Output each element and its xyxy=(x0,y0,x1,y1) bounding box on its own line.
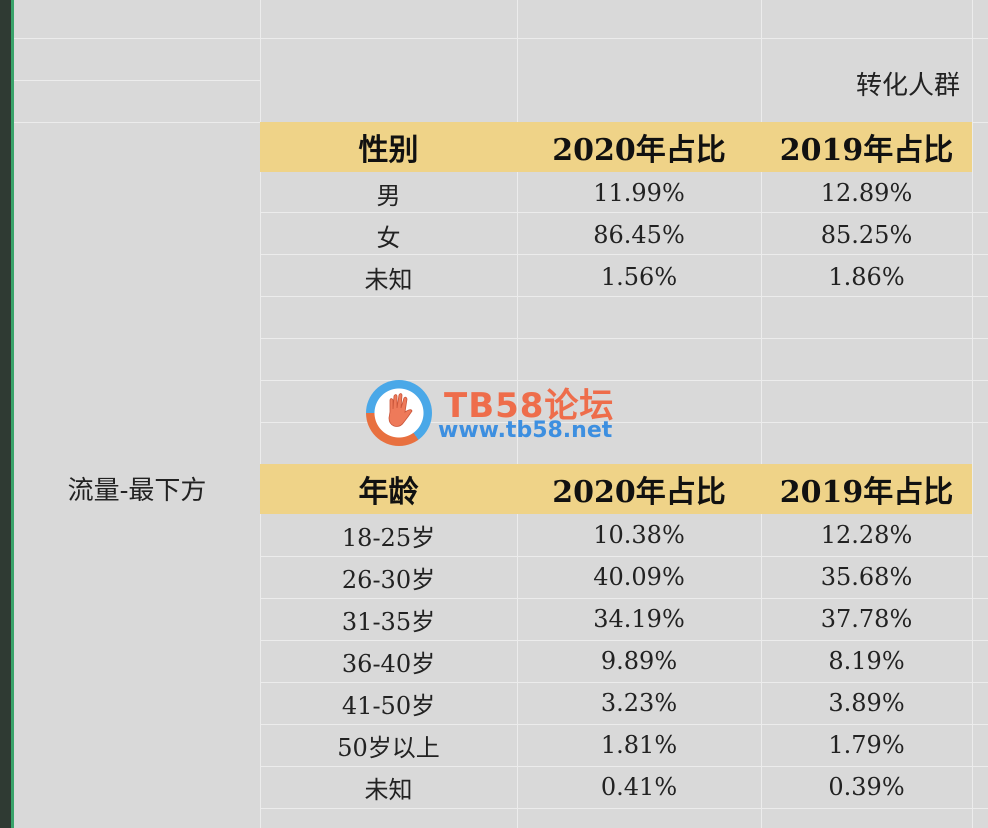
gridline xyxy=(260,212,988,213)
gridline xyxy=(260,598,988,599)
gridline xyxy=(260,0,261,828)
cell-2020[interactable]: 9.89% xyxy=(600,647,678,675)
gridline xyxy=(260,682,988,683)
cell-2020[interactable]: 40.09% xyxy=(593,563,685,591)
cell-2020[interactable]: 1.56% xyxy=(600,263,678,291)
table-row: 未知 0.41% 0.39% xyxy=(260,766,972,808)
gender-table-header: 性别 2020年占比 2019年占比 xyxy=(260,122,972,172)
table-row: 男 11.99% 12.89% xyxy=(260,172,972,214)
cell-2019[interactable]: 85.25% xyxy=(820,221,913,249)
gridline xyxy=(260,380,988,381)
header-cell-2020[interactable]: 2020年占比 xyxy=(552,475,726,510)
window-edge xyxy=(0,0,14,828)
gridline xyxy=(260,766,988,767)
side-label: 流量-最下方 xyxy=(67,475,207,506)
gridline xyxy=(260,724,988,725)
header-cell-2019[interactable]: 2019年占比 xyxy=(779,475,954,510)
gridline xyxy=(260,254,988,255)
gridline xyxy=(260,422,988,423)
cell-2019[interactable]: 37.78% xyxy=(820,605,913,633)
cell-2019[interactable]: 12.28% xyxy=(820,521,913,549)
cell-2019[interactable]: 1.79% xyxy=(828,731,905,759)
gridline xyxy=(761,0,762,828)
cell-age[interactable]: 41-50岁 xyxy=(341,691,436,720)
gridline xyxy=(14,80,260,81)
section-title: 转化人群 xyxy=(855,70,960,101)
cell-2019[interactable]: 0.39% xyxy=(828,773,905,801)
gridline xyxy=(260,640,988,641)
cell-2020[interactable]: 34.19% xyxy=(593,605,685,633)
cell-2020[interactable]: 10.38% xyxy=(593,521,685,549)
cell-2020[interactable]: 3.23% xyxy=(600,689,678,717)
cell-gender[interactable]: 女 xyxy=(376,223,401,252)
table-row: 26-30岁 40.09% 35.68% xyxy=(260,556,972,598)
cell-2020[interactable]: 1.81% xyxy=(600,731,678,759)
watermark: TB58论坛 www.tb58.net xyxy=(366,378,626,446)
cell-2020[interactable]: 0.41% xyxy=(600,773,678,801)
cell-age[interactable]: 未知 xyxy=(364,775,413,804)
cell-age[interactable]: 36-40岁 xyxy=(341,649,436,678)
gridline xyxy=(14,38,988,39)
table-row: 女 86.45% 85.25% xyxy=(260,214,972,256)
cell-age[interactable]: 26-30岁 xyxy=(341,565,436,594)
table-row: 18-25岁 10.38% 12.28% xyxy=(260,514,972,556)
cell-gender[interactable]: 男 xyxy=(376,181,401,210)
cell-2019[interactable]: 35.68% xyxy=(820,563,913,591)
cell-2019[interactable]: 8.19% xyxy=(828,647,905,675)
cell-2019[interactable]: 12.89% xyxy=(820,179,913,207)
header-cell-2020[interactable]: 2020年占比 xyxy=(552,133,726,168)
cell-age[interactable]: 31-35岁 xyxy=(341,607,436,636)
cell-gender[interactable]: 未知 xyxy=(364,265,413,294)
cell-age[interactable]: 50岁以上 xyxy=(337,733,440,762)
watermark-url: www.tb58.net xyxy=(438,418,613,443)
table-row: 36-40岁 9.89% 8.19% xyxy=(260,640,972,682)
cell-age[interactable]: 18-25岁 xyxy=(341,523,436,552)
cell-2020[interactable]: 11.99% xyxy=(593,179,685,207)
gridline xyxy=(260,338,988,339)
gridline xyxy=(260,296,988,297)
table-row: 未知 1.56% 1.86% xyxy=(260,256,972,298)
gridline xyxy=(517,0,518,828)
cell-2019[interactable]: 3.89% xyxy=(828,689,905,717)
header-cell-age[interactable]: 年龄 xyxy=(358,475,419,510)
header-cell-2019[interactable]: 2019年占比 xyxy=(779,133,954,168)
gridline xyxy=(260,556,988,557)
watermark-title: TB58论坛 xyxy=(444,386,615,426)
table-row: 31-35岁 34.19% 37.78% xyxy=(260,598,972,640)
hand-icon xyxy=(388,393,413,427)
gridline xyxy=(972,0,973,828)
gridline xyxy=(260,808,988,809)
table-row: 41-50岁 3.23% 3.89% xyxy=(260,682,972,724)
cell-2019[interactable]: 1.86% xyxy=(828,263,905,291)
table-row: 50岁以上 1.81% 1.79% xyxy=(260,724,972,766)
cell-2020[interactable]: 86.45% xyxy=(593,221,685,249)
age-table-header: 年龄 2020年占比 2019年占比 xyxy=(260,464,972,514)
header-cell-gender[interactable]: 性别 xyxy=(358,133,419,168)
